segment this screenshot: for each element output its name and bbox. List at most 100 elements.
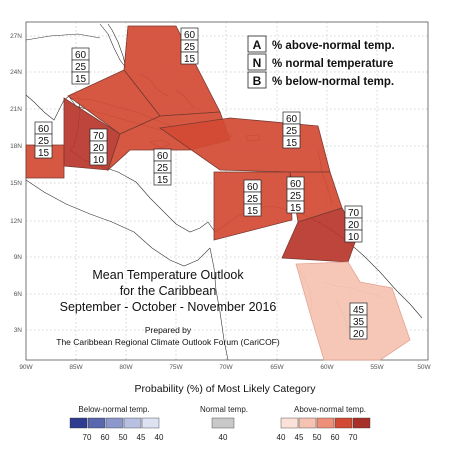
probability-box: 70 20 10 bbox=[344, 205, 363, 243]
normal-value: 35 bbox=[353, 317, 365, 328]
lat-label: 15N bbox=[10, 180, 22, 187]
normal-value: 25 bbox=[290, 191, 302, 202]
swatch-value: 40 bbox=[155, 433, 164, 442]
swatch-value: 60 bbox=[101, 433, 110, 442]
swatch-value: 40 bbox=[219, 433, 228, 442]
key-letter-box bbox=[247, 71, 267, 89]
key-text: % normal temperature bbox=[272, 58, 393, 70]
below-cell bbox=[71, 71, 90, 85]
normal-label: Normal temp. bbox=[200, 405, 248, 414]
prepared-by: Prepared by bbox=[145, 325, 192, 335]
swatch-value: 40 bbox=[277, 433, 286, 442]
normal-value: 25 bbox=[38, 136, 50, 147]
swatch bbox=[123, 417, 142, 429]
below-cell bbox=[89, 152, 108, 166]
lon-label: 70W bbox=[219, 364, 233, 371]
swatch bbox=[105, 417, 124, 429]
lat-label: 18N bbox=[10, 143, 22, 150]
swatch bbox=[316, 417, 335, 429]
lon-label: 65W bbox=[270, 364, 284, 371]
normal-value: 25 bbox=[75, 62, 87, 73]
above-value: 60 bbox=[38, 124, 50, 135]
swatch bbox=[352, 417, 371, 429]
above-value: 60 bbox=[247, 182, 259, 193]
above-value: 70 bbox=[93, 131, 105, 142]
lat-labels: 27N 24N 21N 18N 15N 12N 9N 6N 3N bbox=[10, 33, 22, 334]
lat-label: 12N bbox=[10, 218, 22, 225]
key-letter: N bbox=[253, 56, 262, 70]
swatch bbox=[334, 417, 353, 429]
normal-value: 20 bbox=[348, 220, 360, 231]
normal-scale: Normal temp. 40 bbox=[200, 405, 248, 442]
normal-value: 25 bbox=[157, 163, 169, 174]
below-value: 15 bbox=[38, 148, 50, 159]
lon-labels: 90W 85W 80W 75W 70W 65W 60W 55W 50W bbox=[19, 364, 431, 371]
above-value: 60 bbox=[184, 30, 196, 41]
normal-value: 25 bbox=[247, 194, 259, 205]
lon-label: 80W bbox=[119, 364, 133, 371]
lon-label: 50W bbox=[417, 364, 431, 371]
category-key: A % above-normal temp. N % normal temper… bbox=[247, 35, 395, 89]
below-cell bbox=[344, 229, 363, 243]
below-value: 10 bbox=[348, 232, 360, 243]
swatch-value: 50 bbox=[119, 433, 128, 442]
lat-label: 6N bbox=[14, 291, 23, 298]
below-value: 15 bbox=[247, 206, 259, 217]
swatch-value: 70 bbox=[349, 433, 358, 442]
normal-value: 20 bbox=[93, 143, 105, 154]
probability-box: 45 35 20 bbox=[349, 302, 368, 340]
key-text: % above-normal temp. bbox=[272, 40, 395, 52]
lon-label: 75W bbox=[169, 364, 183, 371]
lon-label: 60W bbox=[320, 364, 334, 371]
above-value: 60 bbox=[286, 114, 298, 125]
key-letter: A bbox=[253, 38, 262, 52]
pacific-coast bbox=[25, 179, 211, 267]
region-southeast-caribbean bbox=[281, 207, 359, 263]
below-value: 15 bbox=[286, 138, 298, 149]
key-letter: B bbox=[253, 74, 262, 88]
swatch bbox=[280, 417, 299, 429]
probability-box: 60 25 15 bbox=[243, 179, 262, 217]
below-value: 10 bbox=[93, 155, 105, 166]
probability-box: 60 25 15 bbox=[34, 121, 53, 159]
below-cell bbox=[180, 51, 199, 65]
above-value: 70 bbox=[348, 208, 360, 219]
swatch bbox=[211, 417, 235, 429]
below-cell bbox=[243, 203, 262, 217]
below-cell bbox=[282, 135, 301, 149]
swatch bbox=[69, 417, 88, 429]
below-value: 15 bbox=[184, 54, 196, 65]
title-line-2: for the Caribbean bbox=[120, 284, 217, 298]
lat-label: 21N bbox=[10, 106, 22, 113]
swatch bbox=[298, 417, 317, 429]
key-letter-box bbox=[247, 35, 267, 53]
scale-title: Probability (%) of Most Likely Category bbox=[135, 383, 317, 395]
above-normal-label: Above-normal temp. bbox=[294, 405, 366, 414]
above-value: 45 bbox=[353, 305, 365, 316]
below-normal-label: Below-normal temp. bbox=[78, 405, 149, 414]
below-cell bbox=[286, 200, 305, 214]
probability-box: 60 25 15 bbox=[282, 111, 301, 149]
above-value: 60 bbox=[75, 50, 87, 61]
lon-label: 85W bbox=[69, 364, 83, 371]
swatch-value: 70 bbox=[83, 433, 92, 442]
below-value: 20 bbox=[353, 329, 365, 340]
swatch-value: 45 bbox=[295, 433, 304, 442]
swatch-value: 60 bbox=[331, 433, 340, 442]
map-title: Mean Temperature Outlook for the Caribbe… bbox=[56, 268, 280, 347]
normal-value: 25 bbox=[286, 126, 298, 137]
swatch bbox=[87, 417, 106, 429]
lat-label: 3N bbox=[14, 327, 23, 334]
swatch-value: 50 bbox=[313, 433, 322, 442]
above-value: 60 bbox=[157, 151, 169, 162]
lat-label: 24N bbox=[10, 69, 22, 76]
title-line-3: September - October - November 2016 bbox=[60, 300, 277, 314]
below-cell bbox=[153, 172, 172, 186]
colombia-pacific bbox=[209, 247, 229, 361]
swatch-value: 45 bbox=[137, 433, 146, 442]
normal-value: 25 bbox=[184, 42, 196, 53]
key-text: % below-normal temp. bbox=[272, 76, 394, 88]
above-value: 60 bbox=[290, 179, 302, 190]
probability-box: 60 25 15 bbox=[71, 47, 90, 85]
